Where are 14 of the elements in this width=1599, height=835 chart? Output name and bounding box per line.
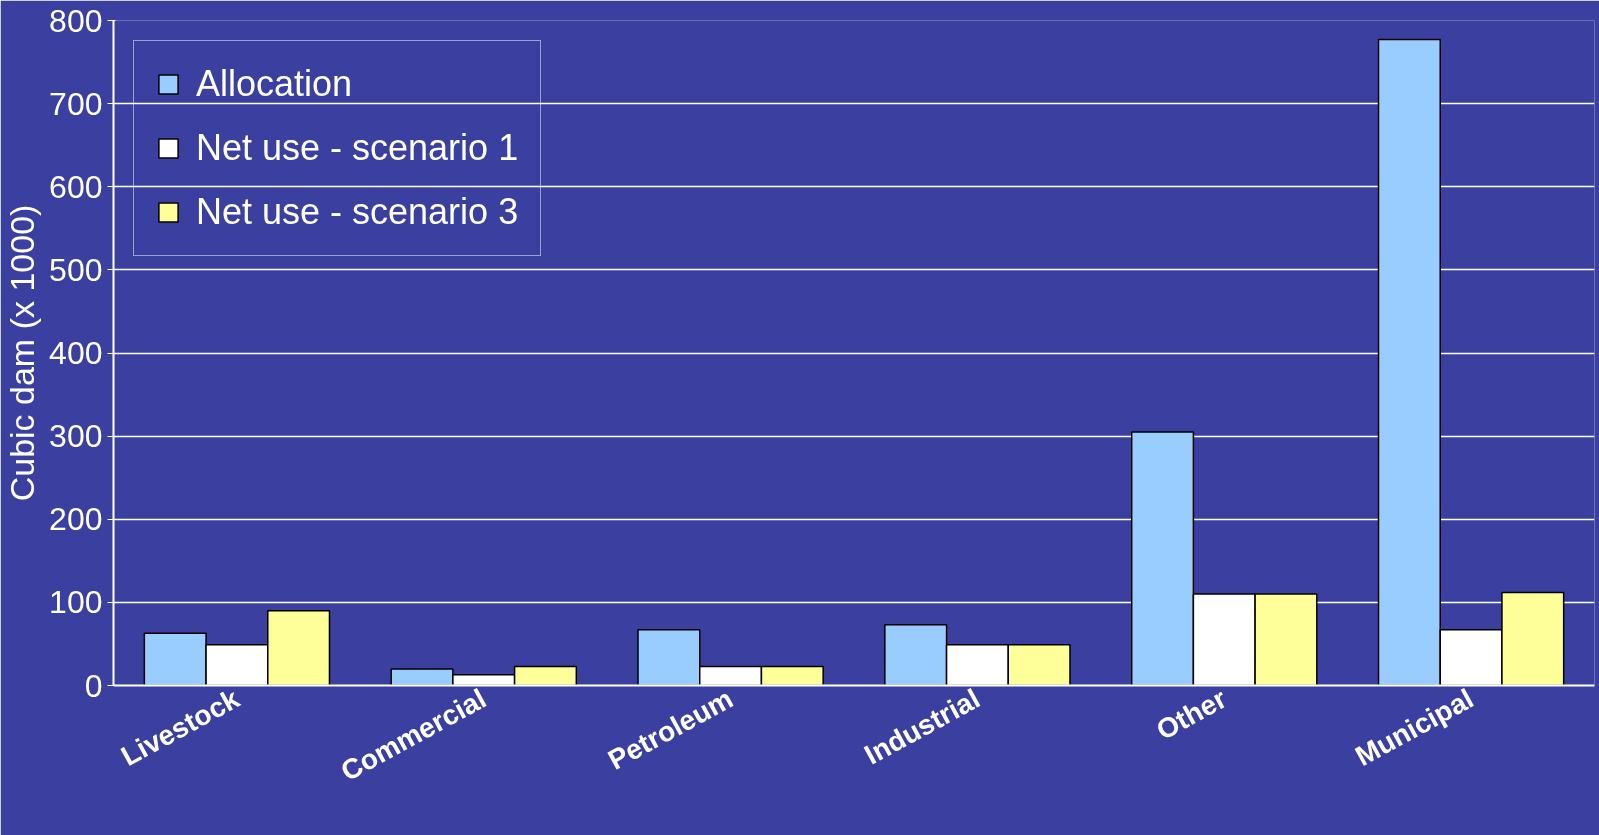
- y-tick-label: 700: [49, 85, 103, 122]
- y-tick-label: 100: [49, 584, 103, 621]
- y-tick-label: 400: [49, 335, 103, 371]
- y-tick-label: 0: [84, 667, 103, 704]
- y-axis-title: Cubic dam (x 1000): [3, 204, 42, 502]
- y-tick-label: 800: [49, 2, 103, 39]
- legend-label: Net use - scenario 3: [196, 191, 519, 233]
- legend-label: Allocation: [196, 63, 353, 105]
- y-tick-label: 200: [49, 501, 103, 538]
- y-tick-label: 600: [49, 168, 103, 205]
- y-tick-label: 300: [49, 418, 103, 455]
- y-tick-label: 500: [49, 251, 103, 288]
- x-tick-label: Other: [1151, 682, 1232, 746]
- legend-label: Net use - scenario 1: [196, 127, 519, 169]
